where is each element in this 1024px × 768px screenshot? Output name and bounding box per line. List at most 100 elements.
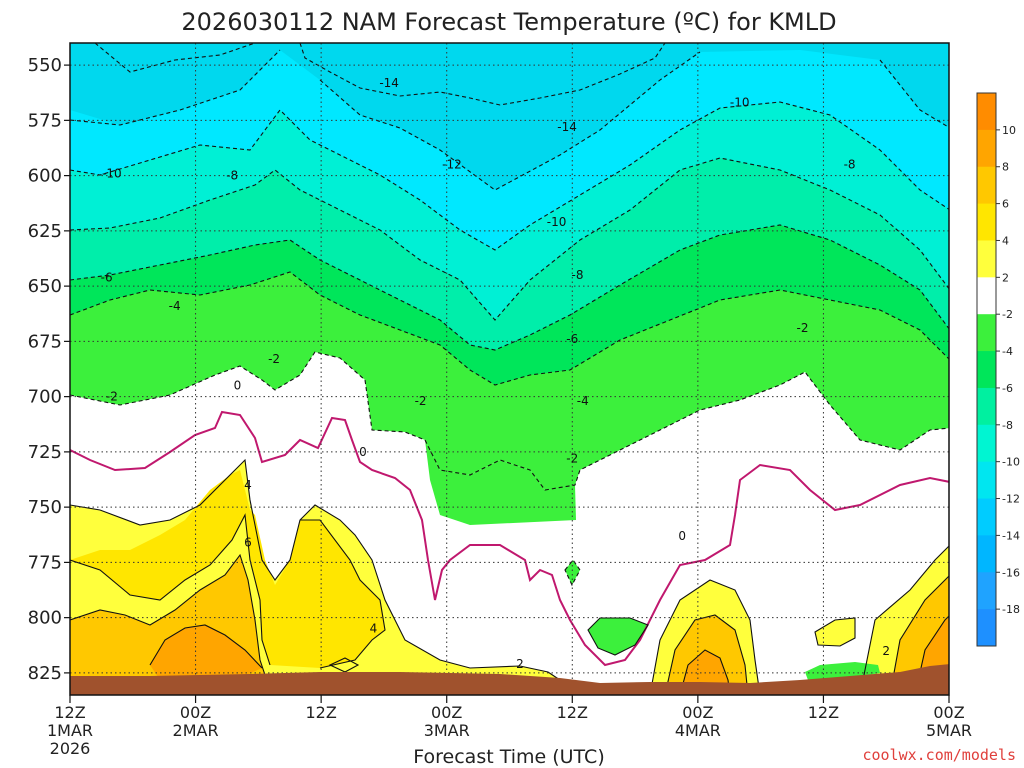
colorbar-swatch xyxy=(977,535,996,573)
contour-label-text: 0 xyxy=(234,379,242,393)
contour-label-text: -14 xyxy=(379,76,399,90)
colorbar-swatch xyxy=(977,572,996,610)
contour-label: 0 xyxy=(678,529,686,543)
y-tick-label: 675 xyxy=(28,331,62,352)
colorbar-swatch xyxy=(977,93,996,131)
contour-labels: -14 -14 -12 -10 -10 -10 -8 -8 -8 -6 -6 -4 -4 -2 -2 -2 -2… xyxy=(101,76,890,671)
contour-label-text: -6 xyxy=(566,332,578,346)
x-tick-label: 12Z xyxy=(305,703,336,722)
contour-label: -10 xyxy=(102,166,122,180)
x-tick-label: 00Z xyxy=(682,703,713,722)
contour-label-text: 0 xyxy=(359,445,367,459)
colorbar-tick-label: -16 xyxy=(1002,566,1020,579)
colorbar-swatch xyxy=(977,166,996,205)
x-tick-label: 12Z xyxy=(54,703,85,722)
colorbar-tick-label: -6 xyxy=(1002,382,1013,395)
colorbar-swatch xyxy=(977,498,996,536)
band-minus-2-lobe xyxy=(425,440,576,525)
x-tick-label: 12Z xyxy=(557,703,588,722)
contour-label: 0 xyxy=(359,445,367,459)
contour-label: -8 xyxy=(226,169,238,183)
x-axis-label: Forecast Time (UTC) xyxy=(413,746,604,768)
contour-label: -10 xyxy=(730,96,750,110)
contour-label: 6 xyxy=(244,535,252,549)
colorbar-swatch xyxy=(977,129,996,168)
colorbar-tick-label: -4 xyxy=(1002,345,1013,358)
contour-label-text: -8 xyxy=(572,268,584,282)
colorbar-tick-label: 2 xyxy=(1002,271,1009,284)
y-tick-label: 775 xyxy=(28,552,62,573)
colorbar-frame xyxy=(976,92,997,647)
positive-contours xyxy=(70,458,949,695)
x-tick-label: 5MAR xyxy=(926,721,972,740)
contour-label-text: -4 xyxy=(169,299,181,313)
y-tick-label: 725 xyxy=(28,442,62,463)
band-plus-8 xyxy=(150,625,262,680)
x-tick-label: 3MAR xyxy=(424,721,470,740)
contour-label: -2 xyxy=(415,394,427,408)
contour-label-text: -2 xyxy=(566,452,578,466)
contour-label: -2 xyxy=(797,321,809,335)
colorbar-tick-label: -18 xyxy=(1002,603,1020,616)
contour-label: -6 xyxy=(566,332,578,346)
colorbar-tick-label: 8 xyxy=(1002,161,1009,174)
contour-label: -12 xyxy=(442,158,462,172)
contour-label: -8 xyxy=(572,268,584,282)
x-tick-label: 00Z xyxy=(180,703,211,722)
contour-label: -2 xyxy=(106,390,118,404)
contour-label: 4 xyxy=(370,622,378,636)
x-tick-label: 12Z xyxy=(808,703,839,722)
colorbar-tick-label: -10 xyxy=(1002,456,1020,469)
y-tick-label: 800 xyxy=(28,608,62,629)
colorbar-swatch xyxy=(977,240,996,278)
contour-label: 2 xyxy=(882,644,890,658)
contour-label: -4 xyxy=(577,394,589,408)
colorbar: -18 -16 -14 -12 -10 -8 -6 -4 -2 2 4 6 8 10 xyxy=(976,92,1020,647)
colorbar-tick-label: 6 xyxy=(1002,198,1009,211)
contour-label-text: -2 xyxy=(415,394,427,408)
plot-area xyxy=(70,43,949,695)
contour-label: 2 xyxy=(516,657,524,671)
y-tick-label: 825 xyxy=(28,663,62,684)
contour-label-text: 2 xyxy=(882,644,890,658)
contour-label-text: -8 xyxy=(226,169,238,183)
y-tick-label: 625 xyxy=(28,221,62,242)
contour-label-text: 4 xyxy=(244,478,252,492)
y-tick-label: 700 xyxy=(28,387,62,408)
colorbar-tick-label: -12 xyxy=(1002,493,1020,506)
band-plus-2-blob xyxy=(815,618,855,646)
x-tick-label: 00Z xyxy=(431,703,462,722)
y-tick-label: 750 xyxy=(28,497,62,518)
contour-label-text: -10 xyxy=(547,215,567,229)
y-tick-label: 575 xyxy=(28,110,62,131)
contour-label-text: -14 xyxy=(557,120,577,134)
x-tick-label: 00Z xyxy=(933,703,964,722)
colorbar-tick-label: 10 xyxy=(1002,124,1016,137)
y-tick-label: 650 xyxy=(28,276,62,297)
contour-label-text: -2 xyxy=(797,321,809,335)
colorbar-tick-label: 4 xyxy=(1002,234,1009,247)
cold-pocket-2 xyxy=(565,560,580,585)
contour-label: 4 xyxy=(244,478,252,492)
colorbar-swatch xyxy=(977,203,996,241)
contour-label-text: -6 xyxy=(101,270,113,284)
contour-label: -8 xyxy=(844,158,856,172)
colorbar-tick-label: -8 xyxy=(1002,419,1013,432)
contour-label-text: -10 xyxy=(102,166,122,180)
x-tick-label: 1MAR xyxy=(47,721,93,740)
contour-label-text: 6 xyxy=(244,535,252,549)
contour-label: -14 xyxy=(379,76,399,90)
contour-label: -2 xyxy=(566,452,578,466)
contour-label-text: 4 xyxy=(370,622,378,636)
contour-label: -14 xyxy=(557,120,577,134)
y-tick-label: 550 xyxy=(28,55,62,76)
colorbar-swatch xyxy=(977,387,996,426)
contour-label-text: -12 xyxy=(442,158,462,172)
colorbar-swatch xyxy=(977,314,996,352)
colorbar-swatch xyxy=(977,424,996,463)
credit-text: coolwx.com/models xyxy=(862,746,1016,764)
colorbar-swatch xyxy=(977,277,996,315)
contour-label-text: 2 xyxy=(516,657,524,671)
